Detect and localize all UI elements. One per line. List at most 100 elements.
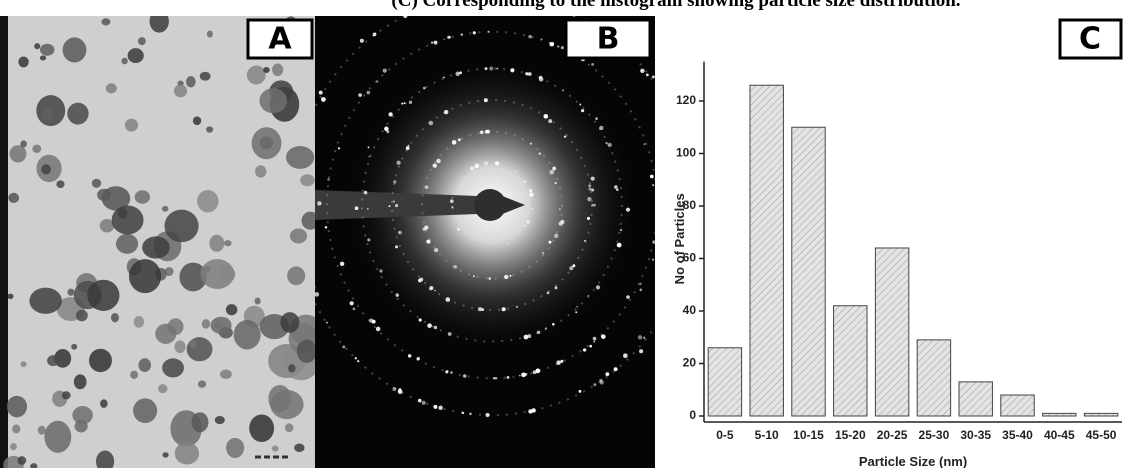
diffraction-spot <box>485 412 490 417</box>
particle <box>220 266 236 283</box>
diffraction-spot <box>450 371 453 374</box>
diffraction-spot <box>421 400 426 405</box>
diffraction-spot <box>357 360 360 363</box>
diffraction-spot <box>616 242 622 248</box>
diffraction-spot <box>433 325 438 330</box>
diffraction-spot <box>488 277 492 280</box>
diffraction-spot <box>392 386 397 391</box>
bar <box>791 126 826 417</box>
diffraction-spot <box>640 68 645 74</box>
diffraction-spot <box>349 301 354 306</box>
diffraction-spot <box>457 228 460 231</box>
diffraction-ring <box>326 30 655 380</box>
diffraction-spot <box>388 112 393 117</box>
particle <box>296 339 315 363</box>
diffraction-spot <box>484 161 489 166</box>
diffraction-spot <box>591 62 595 66</box>
diffraction-spot <box>595 285 601 290</box>
particle <box>110 312 119 323</box>
particle <box>133 316 145 328</box>
diffraction-spot <box>327 178 330 181</box>
particle <box>18 56 29 68</box>
particle <box>41 108 54 121</box>
diffraction-spot <box>403 16 408 18</box>
diffraction-spot <box>527 334 532 339</box>
diffraction-spot <box>531 408 536 413</box>
diffraction-spot <box>531 208 533 210</box>
particle <box>101 18 111 26</box>
image-edge <box>0 16 8 468</box>
diffraction-spot <box>462 374 467 378</box>
particle <box>233 319 261 350</box>
diffraction-spot <box>587 294 590 297</box>
diffraction-spot <box>433 40 438 45</box>
particle <box>62 37 87 63</box>
diffraction-spot <box>401 102 404 105</box>
diffraction-spot <box>337 147 341 150</box>
particle <box>300 174 315 187</box>
diffraction-spot <box>625 207 631 212</box>
x-tick-label: 20-25 <box>877 428 908 442</box>
particle <box>105 83 117 94</box>
diffraction-spot <box>574 14 576 16</box>
diffraction-spot <box>509 274 512 277</box>
diffraction-spot <box>449 199 454 204</box>
x-tick-label: 5-10 <box>755 428 779 442</box>
diffraction-spot <box>545 327 548 330</box>
bar <box>874 247 910 417</box>
particle <box>223 240 232 247</box>
particle <box>285 423 294 433</box>
diffraction-spot <box>528 189 533 193</box>
diffraction-spot <box>396 160 401 165</box>
particle <box>124 118 139 132</box>
diffraction-spot <box>367 238 371 242</box>
diffraction-spot <box>494 376 497 380</box>
bar <box>833 305 868 417</box>
diffraction-spot <box>560 359 564 363</box>
diffraction-spot <box>395 245 399 249</box>
diffraction-spot <box>528 34 532 39</box>
diffraction-spot <box>447 35 451 39</box>
particle <box>186 76 196 88</box>
diffraction-spot <box>408 100 413 105</box>
diffraction-spot <box>447 332 452 336</box>
histogram: 0 20 40 60 80 100 120 0-5 5-10 10-15 15-20 20-25 25-… <box>672 61 1122 468</box>
diffraction-spot <box>445 297 451 302</box>
panel-label: B <box>597 22 620 57</box>
particle <box>251 127 282 160</box>
diffraction-spot <box>538 152 542 155</box>
particle <box>226 437 245 459</box>
diffraction-spot <box>643 143 646 145</box>
diffraction-spot <box>418 318 422 322</box>
diffraction-spot <box>436 158 441 164</box>
diffraction-ring <box>361 67 623 343</box>
diffraction-spot <box>368 155 371 158</box>
diffraction-spot <box>588 184 592 188</box>
diffraction-spot <box>496 67 499 70</box>
particle <box>280 312 300 333</box>
diffraction-spot <box>506 242 509 245</box>
diffraction-spot <box>550 42 555 47</box>
particle <box>201 319 211 329</box>
x-axis-label: Particle Size (nm) <box>859 454 967 468</box>
diffraction-spot <box>595 117 598 120</box>
diffraction-ring <box>421 130 563 280</box>
particle <box>130 370 139 380</box>
diffraction-spot <box>593 340 595 343</box>
particle <box>29 287 62 314</box>
diffraction-spot <box>510 68 515 73</box>
diffraction-spot <box>652 75 655 79</box>
diffraction-spot <box>592 203 596 207</box>
particle <box>301 211 315 230</box>
diffraction-spot <box>438 405 443 410</box>
diffraction-spot <box>562 89 565 91</box>
particle <box>272 63 284 77</box>
diffraction-spot <box>600 334 606 339</box>
diffraction-spot <box>637 335 643 340</box>
diffraction-spot <box>614 185 618 189</box>
particle <box>128 259 162 294</box>
label-box <box>1058 18 1123 60</box>
diffraction-spot <box>588 187 592 191</box>
diffraction-spot <box>407 354 412 358</box>
diffraction-spot <box>592 336 597 341</box>
